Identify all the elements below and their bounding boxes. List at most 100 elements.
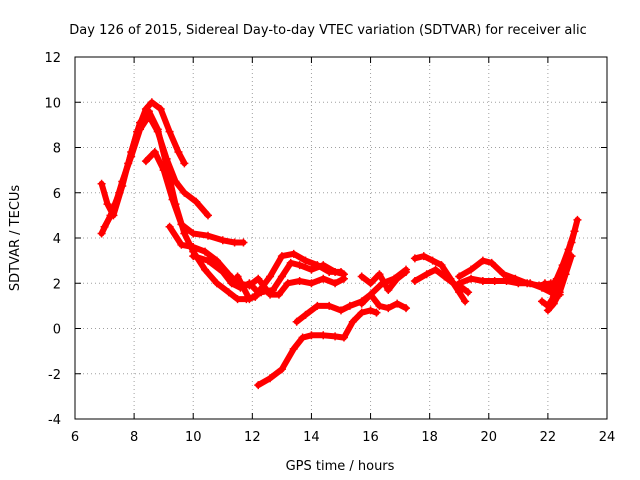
data-point xyxy=(331,267,340,276)
data-point xyxy=(103,200,112,209)
data-point xyxy=(431,265,440,274)
data-point xyxy=(218,267,227,276)
x-tick-label: 8 xyxy=(130,430,138,445)
data-point xyxy=(319,331,328,340)
x-tick-label: 14 xyxy=(303,430,320,445)
data-point xyxy=(366,290,375,299)
data-point xyxy=(410,254,419,263)
data-point xyxy=(402,267,411,276)
data-point xyxy=(277,272,286,281)
data-point xyxy=(136,125,145,134)
y-axis-title: SDTVAR / TECUs xyxy=(8,185,23,292)
data-point xyxy=(254,274,263,283)
data-point xyxy=(295,276,304,285)
data-point xyxy=(567,252,576,261)
data-point xyxy=(295,261,304,270)
y-tick-label: 12 xyxy=(44,51,61,66)
data-point xyxy=(375,270,384,279)
data-point xyxy=(339,270,348,279)
data-point xyxy=(118,177,127,186)
data-point xyxy=(177,220,186,229)
data-point xyxy=(345,301,354,310)
data-point xyxy=(180,229,189,238)
data-point xyxy=(393,274,402,283)
data-point xyxy=(564,245,573,254)
data-point xyxy=(168,195,177,204)
data-point xyxy=(331,332,340,341)
data-point xyxy=(286,258,295,267)
data-point xyxy=(266,272,275,281)
data-point xyxy=(233,272,242,281)
data-point xyxy=(319,261,328,270)
series-line-track-j xyxy=(358,291,409,312)
data-point xyxy=(337,306,345,315)
data-point xyxy=(546,283,555,292)
data-point xyxy=(245,279,254,288)
data-point xyxy=(204,211,212,220)
data-point xyxy=(165,222,174,231)
data-point xyxy=(100,222,109,231)
data-point xyxy=(384,304,393,313)
data-point xyxy=(467,274,476,283)
data-point xyxy=(266,374,275,383)
series-layer xyxy=(97,98,582,390)
series-line-track-c xyxy=(101,112,211,230)
data-point xyxy=(540,279,549,288)
data-point xyxy=(461,297,470,306)
data-point xyxy=(97,179,106,188)
data-point xyxy=(201,265,210,274)
data-point xyxy=(543,306,552,315)
data-point xyxy=(289,249,298,258)
data-point xyxy=(97,229,106,238)
data-point xyxy=(192,197,201,206)
data-point xyxy=(277,252,286,261)
y-tick-label: 6 xyxy=(53,187,61,202)
x-tick-label: 20 xyxy=(481,430,498,445)
data-point xyxy=(478,256,487,265)
data-point xyxy=(245,295,254,304)
series-line-track-k xyxy=(358,268,409,293)
data-point xyxy=(514,279,523,288)
data-point xyxy=(227,279,236,288)
data-point xyxy=(440,272,449,281)
ticks xyxy=(74,56,608,420)
data-point xyxy=(189,243,198,252)
data-point xyxy=(218,236,227,245)
chart-title: Day 126 of 2015, Sidereal Day-to-day VTE… xyxy=(69,23,586,38)
data-point xyxy=(298,333,307,342)
data-point xyxy=(239,238,248,247)
data-point xyxy=(307,331,316,340)
data-point xyxy=(357,308,366,317)
data-point xyxy=(428,256,437,265)
y-tick-label: 2 xyxy=(53,277,61,292)
data-point xyxy=(537,283,546,292)
series-line-track-d xyxy=(142,149,247,246)
data-point xyxy=(150,148,159,157)
data-point xyxy=(487,258,496,267)
x-axis-title: GPS time / hours xyxy=(286,459,395,474)
data-point xyxy=(301,256,310,265)
data-point xyxy=(499,270,508,279)
data-point xyxy=(156,105,165,114)
data-point xyxy=(393,299,402,308)
x-tick-label: 22 xyxy=(540,430,557,445)
data-point xyxy=(307,265,316,274)
data-point xyxy=(555,288,564,297)
y-tick-label: 10 xyxy=(44,96,61,111)
data-point xyxy=(464,288,473,297)
data-point xyxy=(339,333,348,342)
data-point xyxy=(437,261,446,270)
data-point xyxy=(141,157,150,166)
y-tick-label: 8 xyxy=(53,142,61,157)
y-tick-label: 4 xyxy=(53,232,61,247)
data-point xyxy=(313,301,322,310)
x-tick-labels: 6 8 10 12 14 16 18 20 22 24 xyxy=(71,430,615,445)
data-point xyxy=(289,344,298,353)
data-point xyxy=(357,272,366,281)
series-line-track-i xyxy=(293,266,409,325)
data-point xyxy=(573,215,582,224)
data-point xyxy=(301,310,310,319)
data-point xyxy=(526,279,535,288)
data-point xyxy=(549,299,558,308)
